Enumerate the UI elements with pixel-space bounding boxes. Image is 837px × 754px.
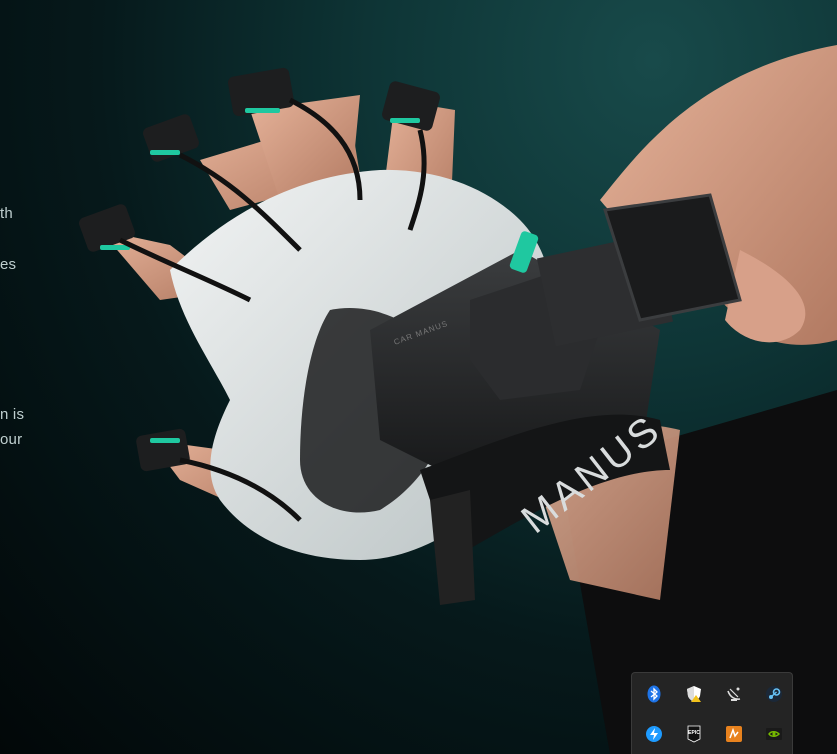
epic-games-icon[interactable]: EPIC (674, 714, 714, 754)
lightning-app-icon[interactable] (634, 714, 674, 754)
tracker-mesh (603, 193, 742, 322)
satellite-dish-icon[interactable] (714, 674, 754, 714)
right-hand (600, 45, 837, 345)
nvidia-icon[interactable] (754, 714, 794, 754)
svg-text:EPIC: EPIC (688, 730, 700, 736)
steam-icon[interactable] (754, 674, 794, 714)
sound-app-icon[interactable] (714, 714, 754, 754)
side-text-3: n is (0, 406, 25, 423)
side-text-1: th (0, 205, 13, 222)
right-thumb (725, 250, 806, 343)
system-tray-overflow: EPIC (631, 672, 793, 754)
tracker-green-tab (509, 231, 539, 273)
glove-cables (118, 97, 427, 522)
security-shield-icon[interactable] (674, 674, 714, 714)
middle-finger (250, 95, 360, 200)
wrist-buckle (430, 490, 475, 605)
wrist-strap (420, 414, 670, 560)
bluetooth-icon[interactable] (634, 674, 674, 714)
side-text-2: es (0, 256, 17, 273)
fingertip-sensors (79, 67, 440, 472)
side-text-4: our (0, 431, 23, 448)
